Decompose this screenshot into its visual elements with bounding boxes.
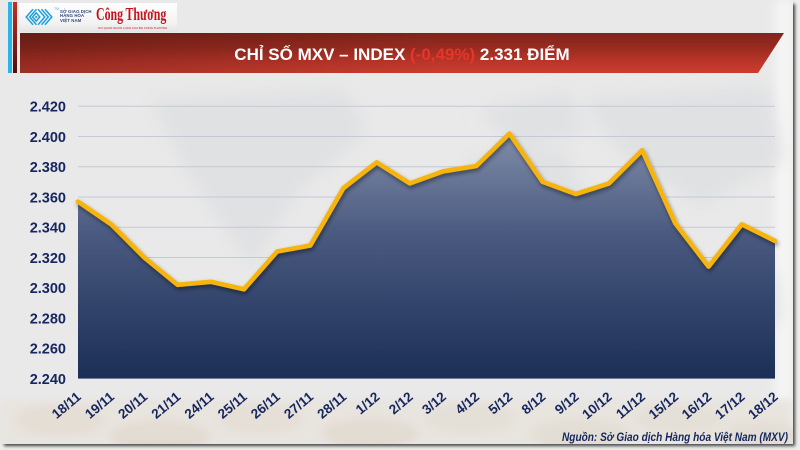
svg-text:24/11: 24/11 [182,389,217,422]
svg-text:18/12: 18/12 [745,389,781,422]
svg-text:27/11: 27/11 [281,389,316,422]
svg-text:2.300: 2.300 [30,281,66,297]
svg-text:5/12: 5/12 [485,389,515,417]
svg-text:9/12: 9/12 [552,389,582,417]
svg-text:25/11: 25/11 [215,389,250,422]
svg-text:2.400: 2.400 [30,130,66,146]
svg-text:16/12: 16/12 [679,389,715,422]
svg-text:20/11: 20/11 [115,389,150,422]
svg-text:19/11: 19/11 [82,389,117,422]
svg-text:8/12: 8/12 [519,389,549,417]
svg-text:2.240: 2.240 [30,372,66,388]
svg-text:Nguồn: Sở Giao dịch Hàng hóa V: Nguồn: Sở Giao dịch Hàng hóa Việt Nam (M… [562,430,788,444]
svg-text:2.340: 2.340 [30,221,66,237]
svg-text:28/11: 28/11 [314,389,349,422]
svg-text:18/11: 18/11 [49,389,84,422]
svg-text:2.280: 2.280 [30,311,66,327]
svg-text:10/12: 10/12 [579,389,615,422]
svg-text:11/12: 11/12 [613,389,648,422]
svg-text:1/12: 1/12 [353,389,383,417]
svg-text:3/12: 3/12 [419,389,449,417]
svg-text:21/11: 21/11 [148,389,183,422]
svg-text:2.320: 2.320 [30,251,66,267]
svg-text:2.420: 2.420 [30,100,66,116]
svg-text:2.360: 2.360 [30,190,66,206]
svg-text:4/12: 4/12 [452,389,482,417]
svg-text:17/12: 17/12 [712,389,748,422]
svg-text:15/12: 15/12 [646,389,682,422]
svg-text:2.380: 2.380 [30,160,66,176]
svg-text:2/12: 2/12 [386,389,416,417]
svg-text:2.260: 2.260 [30,342,66,358]
svg-text:26/11: 26/11 [248,389,283,422]
